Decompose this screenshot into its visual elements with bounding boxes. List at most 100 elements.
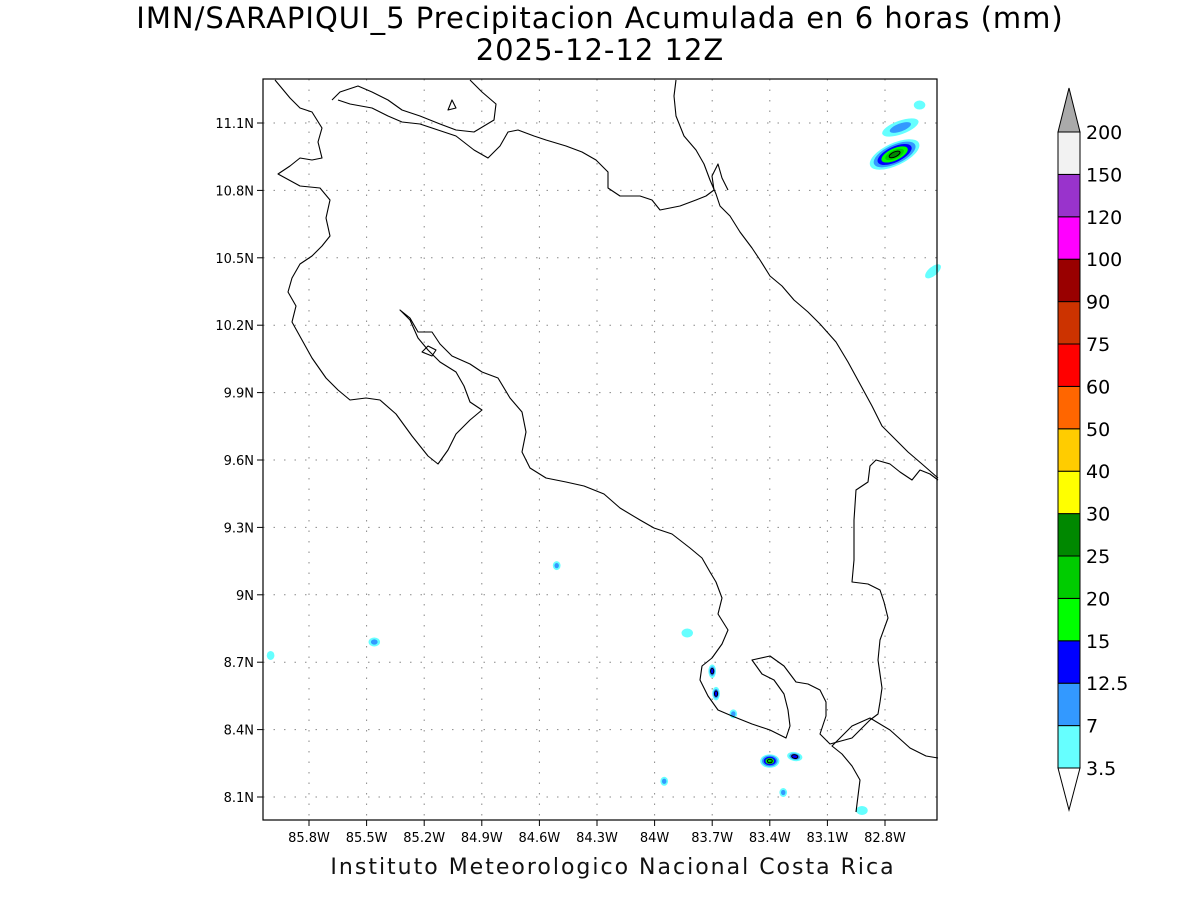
lat-tick-label: 9.9N — [224, 387, 254, 402]
island — [421, 345, 437, 357]
colorbar-label: 40 — [1086, 461, 1110, 483]
colorbar-label: 20 — [1086, 588, 1110, 610]
lon-tick-label: 85.8W — [288, 831, 330, 846]
colorbar-label: 25 — [1086, 546, 1110, 568]
colorbar-swatch — [1057, 428, 1081, 472]
colorbar-label: 200 — [1086, 122, 1122, 144]
colorbar-label: 30 — [1086, 504, 1110, 526]
map-frame — [262, 78, 938, 821]
precip-contour — [681, 628, 693, 638]
lat-tick-label: 8.4N — [224, 724, 254, 739]
colorbar-swatch — [1057, 597, 1081, 642]
colorbar-swatch — [1057, 343, 1081, 387]
precip-contour — [554, 562, 559, 569]
colorbar-label: 90 — [1086, 292, 1110, 314]
precip-contour — [714, 690, 718, 697]
colorbar-label: 15 — [1086, 631, 1110, 653]
colorbar-swatch — [1057, 725, 1081, 769]
colorbar-swatch — [1057, 385, 1081, 430]
precip-contour — [913, 100, 926, 110]
precip-contour — [370, 639, 378, 645]
precip-cell — [779, 788, 788, 797]
colorbar-label: 7 — [1086, 716, 1098, 738]
precip-cell — [712, 686, 720, 701]
panama-coast — [831, 717, 939, 813]
colorbar-label: 60 — [1086, 376, 1110, 398]
colorbar-label: 50 — [1086, 419, 1110, 441]
lon-tick-label: 84.6W — [518, 831, 560, 846]
precip-outline — [713, 690, 719, 697]
coastline — [274, 79, 939, 745]
colorbar-swatch — [1057, 682, 1081, 727]
lon-tick-label: 83.4W — [749, 831, 791, 846]
precip-contour — [710, 668, 714, 674]
colorbar-swatch — [1057, 131, 1081, 175]
island — [447, 99, 457, 111]
lat-tick-label: 9.6N — [224, 454, 254, 469]
colorbar-label: 75 — [1086, 334, 1110, 356]
lon-tick-label: 85.5W — [346, 831, 388, 846]
map-border — [262, 78, 938, 821]
precip-cell — [266, 650, 275, 660]
precip-cell — [787, 751, 803, 762]
precip-contour — [266, 650, 275, 660]
precip-contour — [925, 264, 941, 279]
colorbar-swatch — [1057, 640, 1081, 684]
precip-cell — [760, 754, 780, 768]
axis-labels: 85.8W 85.5W 85.2W 84.9W 84.6W 84.3W 84W 83.7W 83… — [215, 117, 906, 846]
precip-cell — [552, 561, 561, 571]
precip-outline — [791, 754, 799, 759]
colorbar-swatch — [1057, 555, 1081, 599]
lat-tick-label: 9.3N — [224, 521, 254, 536]
caribbean-coast — [673, 79, 939, 479]
lat-tick-label: 10.5N — [215, 252, 254, 267]
precip-contour — [781, 789, 786, 796]
credit-text: Instituto Meteorologico Nacional Costa R… — [330, 855, 896, 880]
lat-tick-label: 9N — [236, 589, 254, 604]
colorbar-label: 3.5 — [1086, 758, 1116, 780]
precip-contour — [767, 759, 773, 763]
precip-cell — [681, 628, 693, 638]
colorbar-swatch — [1057, 470, 1081, 515]
map-valid-time: 2025-12-12 12Z — [475, 33, 725, 67]
lon-tick-label: 84W — [640, 831, 670, 846]
precip-contour — [731, 711, 736, 717]
northern-border — [337, 99, 729, 211]
precip-cell — [708, 664, 717, 678]
colorbar: 3.5 7 12.5 15 20 25 30 40 50 60 75 90 100 120 150 200 — [1057, 87, 1128, 812]
lat-tick-label: 11.1N — [215, 117, 254, 132]
precip-cell — [925, 264, 941, 279]
lat-tick-label: 8.7N — [224, 656, 254, 671]
colorbar-swatch — [1057, 173, 1081, 218]
precip-outline — [888, 150, 901, 159]
lon-tick-label: 82.8W — [864, 831, 906, 846]
colorbar-over-arrow — [1057, 87, 1081, 133]
precip-cell — [856, 805, 868, 815]
colorbar-label: 150 — [1086, 164, 1122, 186]
precip-cell — [882, 118, 919, 137]
map-title: IMN/SARAPIQUI_5 Precipitacion Acumulada … — [136, 1, 1064, 35]
colorbar-label: 12.5 — [1086, 673, 1128, 695]
precip-cell — [660, 776, 669, 786]
lat-tick-label: 10.8N — [215, 184, 254, 199]
colorbar-label: 100 — [1086, 249, 1122, 271]
lon-tick-label: 83.7W — [691, 831, 733, 846]
coastlines — [274, 79, 939, 813]
precip-cell — [869, 139, 920, 170]
colorbar-swatch — [1057, 258, 1081, 303]
precip-contour — [791, 754, 798, 759]
lon-tick-label: 84.9W — [461, 831, 503, 846]
precipitation-field — [266, 100, 941, 815]
lon-tick-label: 85.2W — [403, 831, 445, 846]
colorbar-under-arrow — [1057, 767, 1081, 812]
precip-outline — [710, 667, 715, 675]
precip-cell — [913, 100, 926, 110]
colorbar-swatch — [1057, 216, 1081, 260]
lat-tick-label: 8.1N — [224, 791, 254, 806]
lat-tick-label: 10.2N — [215, 319, 254, 334]
lon-tick-label: 84.3W — [576, 831, 618, 846]
precip-contour — [889, 151, 901, 158]
precip-cell — [368, 637, 381, 647]
precip-outline — [766, 758, 773, 764]
